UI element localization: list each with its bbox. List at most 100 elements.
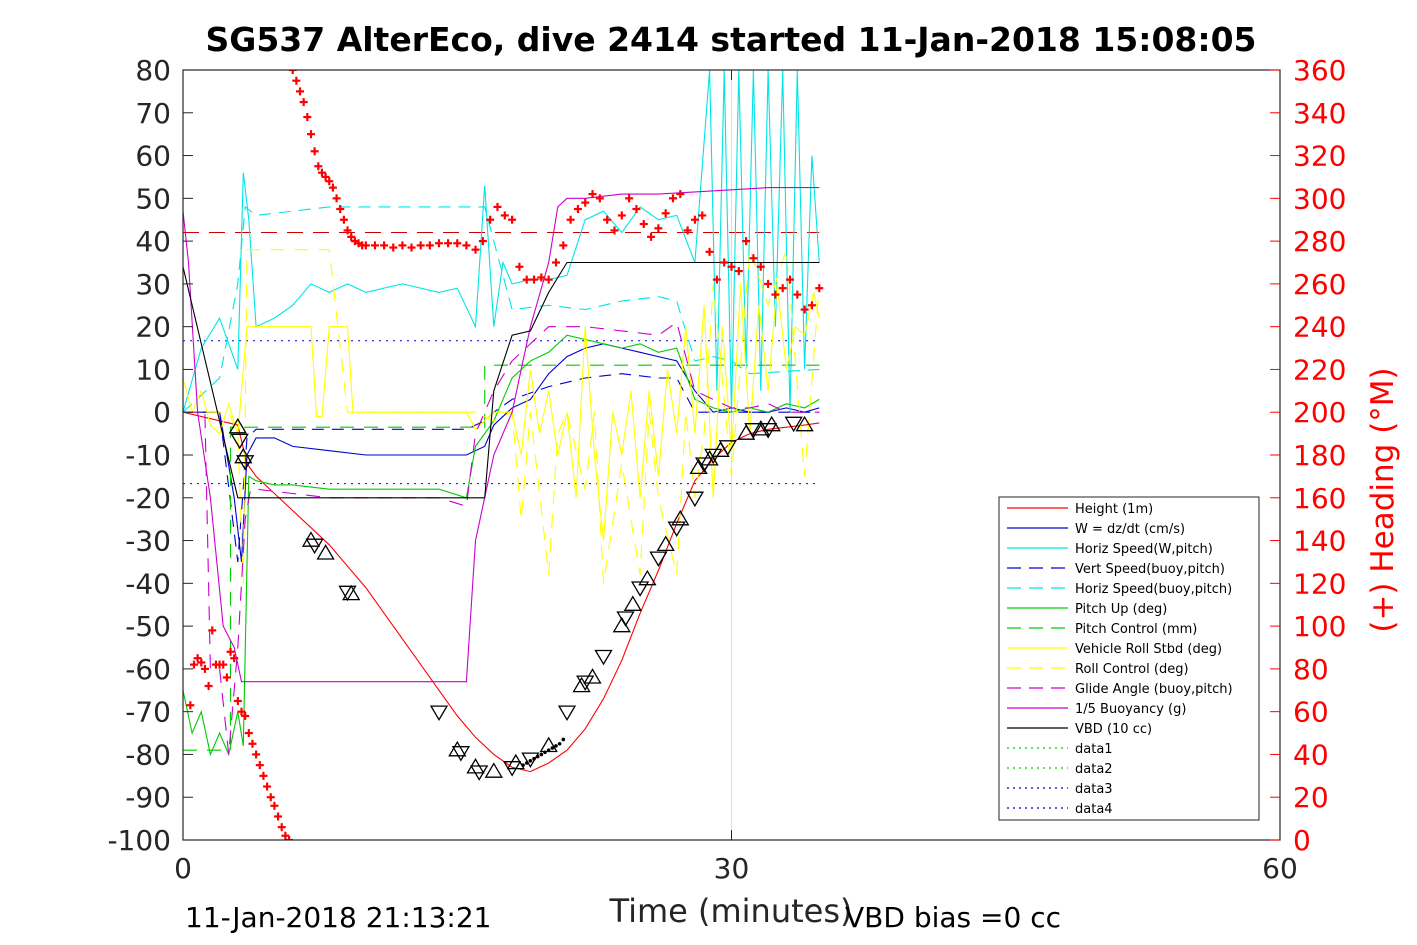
heading-point (389, 243, 398, 252)
heading-point (530, 275, 539, 284)
heading-point (500, 211, 509, 220)
heading-point (270, 801, 279, 810)
heading-point (625, 194, 634, 203)
legend-label: Horiz Speed(W,pitch) (1075, 542, 1213, 557)
gc-triangle-marker (718, 440, 737, 456)
heading-point (197, 658, 206, 667)
heading-point (537, 273, 546, 282)
right-tick-label: 160 (1293, 482, 1346, 515)
heading-point (325, 177, 334, 186)
height-sample-dot (554, 744, 558, 748)
heading-point (786, 275, 795, 284)
legend-entry: data2 (1007, 762, 1113, 777)
gc-triangle-marker (671, 509, 690, 526)
gc-triangle-marker (539, 736, 558, 753)
gc-triangle-marker (305, 538, 324, 555)
legend-entry: Vehicle Roll Stbd (deg) (1007, 642, 1222, 657)
heading-point (347, 232, 356, 241)
footer-timestamp: 11-Jan-2018 21:13:21 (185, 901, 491, 934)
heading-point (478, 237, 487, 246)
legend-entry: data3 (1007, 782, 1113, 797)
left-tick-label: 60 (135, 140, 171, 173)
gc-triangle-marker (572, 676, 591, 693)
gc-triangle-marker (316, 544, 335, 560)
right-tick-label: 140 (1293, 525, 1346, 558)
left-tick-label: -100 (107, 824, 171, 857)
heading-point (336, 205, 345, 214)
heading-point (462, 241, 471, 250)
gc-triangle-marker (470, 765, 489, 781)
legend-entry: Height (1m) (1007, 502, 1153, 517)
heading-point (581, 198, 590, 207)
chart-title: SG537 AlterEco, dive 2414 started 11-Jan… (205, 20, 1256, 59)
heading-point (310, 147, 319, 156)
heading-point (508, 215, 517, 224)
series-line-roll_ctl (183, 249, 820, 584)
left-tick-label: -40 (125, 567, 171, 600)
heading-point (237, 707, 246, 716)
gc-triangle-marker (795, 415, 814, 432)
x-axis: 0 30 60 (174, 70, 1298, 885)
heading-point (186, 701, 195, 710)
legend-label: Vehicle Roll Stbd (deg) (1075, 642, 1222, 657)
legend-label: data1 (1075, 742, 1113, 757)
legend-entry: data1 (1007, 742, 1113, 757)
right-tick-label: 260 (1293, 268, 1346, 301)
left-tick-label: 70 (135, 97, 171, 130)
heading-point (453, 239, 462, 248)
heading-point (328, 183, 337, 192)
heading-point (573, 205, 582, 214)
heading-point (559, 241, 568, 250)
heading-point (705, 247, 714, 256)
x-tick-label: 60 (1262, 852, 1298, 885)
series-line-hs_b (183, 205, 820, 413)
heading-point (292, 76, 301, 85)
left-tick-label: -70 (125, 696, 171, 729)
gc-triangle-marker (656, 535, 675, 552)
gc-triangle-marker (784, 416, 803, 433)
right-tick-label: 120 (1293, 567, 1346, 600)
heading-point (617, 211, 626, 220)
heading-point (339, 215, 348, 224)
right-tick-label: 220 (1293, 353, 1346, 386)
left-tick-label: 0 (153, 396, 171, 429)
marker-layer (186, 70, 824, 840)
left-tick-label: 10 (135, 353, 171, 386)
heading-point (193, 654, 202, 663)
heading-point (756, 262, 765, 271)
heading-point (274, 812, 283, 821)
heading-point (321, 172, 330, 181)
heading-point (661, 209, 670, 218)
legend-entry: Horiz Speed(buoy,pitch) (1007, 582, 1232, 597)
legend-entry: data4 (1007, 802, 1113, 817)
heading-point (317, 168, 326, 177)
heading-point (230, 654, 239, 663)
heading-point (263, 782, 272, 791)
heading-point (654, 224, 663, 233)
left-tick-label: -10 (125, 439, 171, 472)
gc-triangle-marker (506, 753, 525, 770)
gc-triangle-marker (557, 705, 577, 721)
heading-point (343, 226, 352, 235)
left-tick-label: 30 (135, 268, 171, 301)
gc-triangle-marker (630, 581, 650, 597)
legend-label: W = dz/dt (cm/s) (1075, 522, 1185, 537)
gc-triangle-marker (338, 585, 357, 602)
heading-point (793, 290, 802, 299)
right-tick-label: 0 (1293, 824, 1311, 857)
heading-point (285, 836, 294, 840)
right-y-axis: 3603403203002802602402202001801601401201… (1270, 54, 1346, 857)
height-sample-dot (539, 752, 544, 757)
heading-point (588, 190, 597, 199)
legend-entry: 1/5 Buoyancy (g) (1007, 702, 1186, 717)
legend-entry: Roll Control (deg) (1007, 662, 1189, 677)
legend-entry: W = dz/dt (cm/s) (1007, 522, 1185, 537)
heading-point (815, 284, 824, 293)
heading-point (698, 211, 707, 220)
heading-point (603, 215, 612, 224)
heading-point (647, 232, 656, 241)
heading-point (778, 284, 787, 293)
gc-triangle-marker (448, 740, 467, 757)
heading-point (361, 241, 370, 250)
series-line-buoy (183, 187, 820, 683)
